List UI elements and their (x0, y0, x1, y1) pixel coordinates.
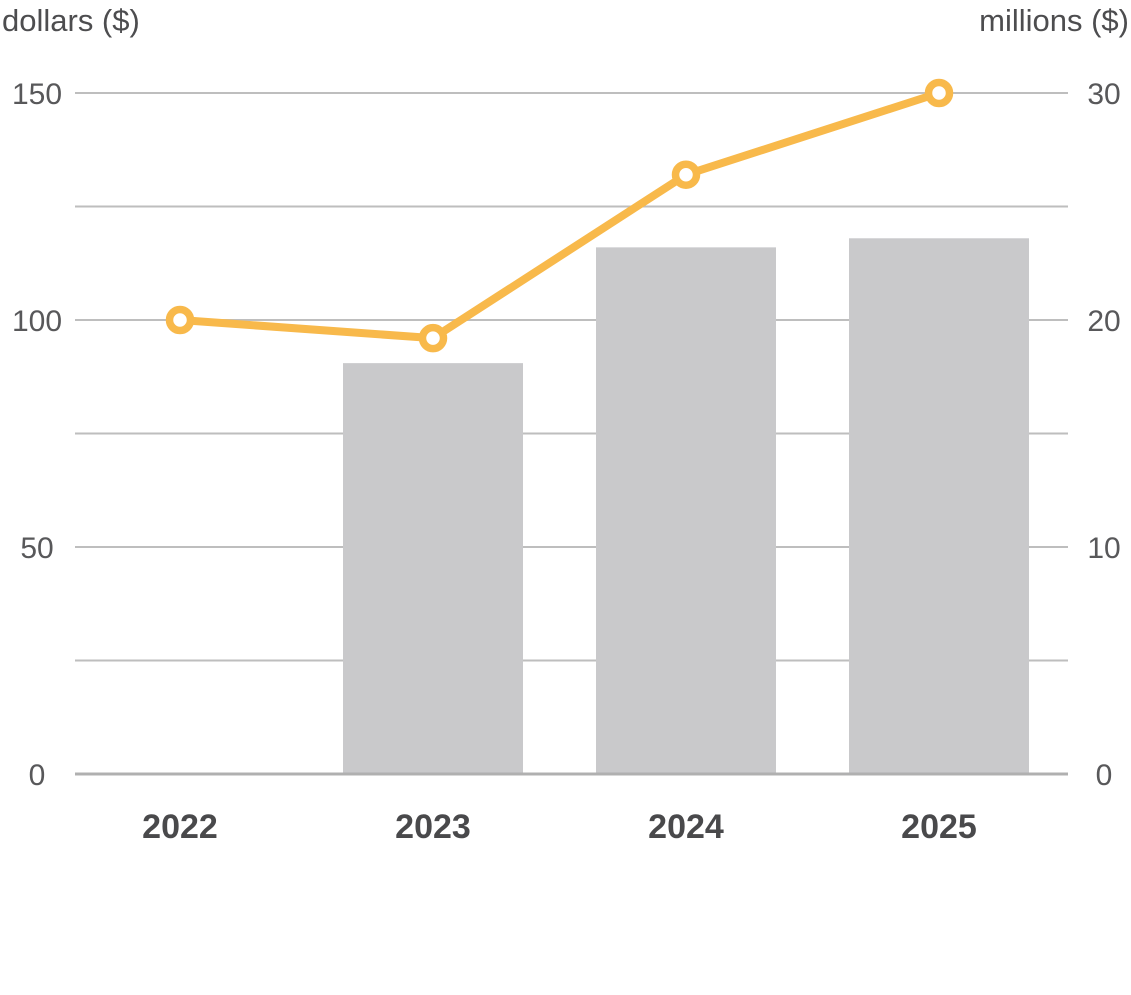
right-tick-0: 0 (1096, 759, 1113, 792)
left-tick-100: 100 (12, 305, 62, 338)
line-series (176, 89, 943, 343)
right-tick-30: 30 (1087, 78, 1120, 111)
line-marker-2025 (924, 78, 954, 108)
x-label-2024: 2024 (648, 808, 724, 846)
line-marker-2022 (165, 305, 195, 335)
left-axis-title: dollars ($) (2, 3, 140, 38)
x-label-2025: 2025 (901, 808, 977, 846)
line-marker-2023 (418, 323, 448, 353)
right-tick-10: 10 (1087, 532, 1120, 565)
bar-2024 (596, 247, 776, 774)
chart-legend: CEO total direct compensation Enbridge I… (0, 898, 1131, 995)
x-label-2023: 2023 (395, 808, 471, 846)
bar-2023 (343, 363, 523, 773)
left-tick-50: 50 (20, 532, 53, 565)
left-tick-150: 150 (12, 78, 62, 111)
bar-2025 (849, 238, 1029, 773)
line-marker-2024 (671, 160, 701, 189)
x-label-2022: 2022 (142, 808, 218, 846)
right-axis-title: millions ($) (979, 3, 1129, 38)
right-tick-20: 20 (1087, 305, 1120, 338)
left-tick-0: 0 (29, 759, 46, 792)
